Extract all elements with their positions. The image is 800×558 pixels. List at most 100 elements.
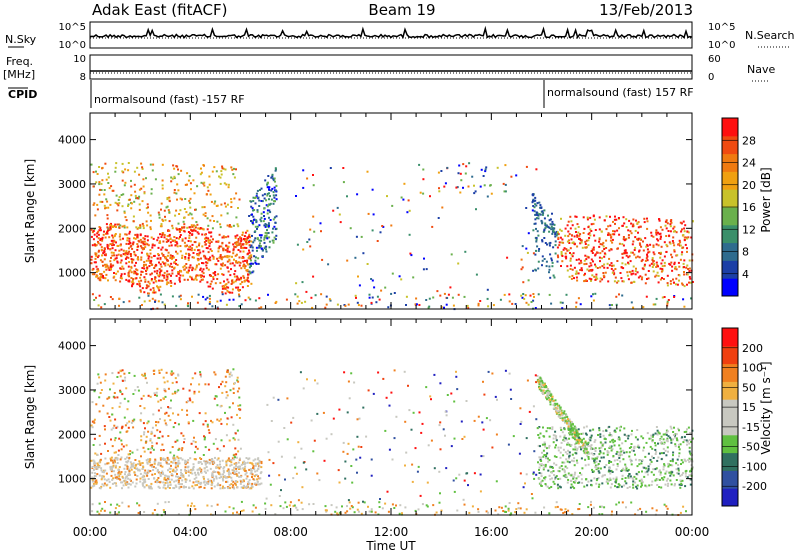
- power-cell: [667, 275, 669, 277]
- power-cell: [166, 274, 168, 276]
- power-cell: [566, 265, 568, 267]
- velocity-cell: [433, 374, 435, 376]
- velocity-cell: [203, 454, 205, 456]
- power-cell: [105, 253, 107, 255]
- power-cell: [104, 264, 106, 266]
- power-cell: [635, 270, 637, 272]
- power-cell: [569, 252, 571, 254]
- velocity-cell: [607, 450, 609, 452]
- power-cell: [166, 198, 168, 200]
- velocity-cell: [181, 483, 183, 485]
- velocity-cell: [661, 458, 663, 460]
- power-cell: [535, 228, 537, 230]
- power-cell: [632, 243, 634, 245]
- velocity-cell: [136, 483, 138, 485]
- velocity-cell: [563, 462, 565, 464]
- velocity-cell: [675, 445, 677, 447]
- velocity-cell: [92, 401, 94, 403]
- power-cell: [375, 301, 377, 303]
- velocity-cell: [301, 486, 303, 488]
- power-cell: [599, 216, 601, 218]
- power-cell: [672, 240, 674, 242]
- power-cell: [106, 223, 108, 225]
- power-cell: [220, 254, 222, 256]
- velocity-cell: [144, 373, 146, 375]
- velocity-cell: [209, 459, 211, 461]
- power-cell: [193, 257, 195, 259]
- power-cell: [599, 266, 601, 268]
- power-cell: [174, 215, 176, 217]
- power-cell: [119, 236, 121, 238]
- power-cell: [565, 257, 567, 259]
- velocity-cell: [678, 452, 680, 454]
- power-cell: [583, 228, 585, 230]
- power-cell: [177, 245, 179, 247]
- velocity-cell: [411, 464, 413, 466]
- power-cell: [660, 263, 662, 265]
- velocity-cell: [350, 465, 352, 467]
- power-cell: [304, 301, 306, 303]
- velocity-cell: [401, 512, 403, 514]
- power-cell: [269, 246, 271, 248]
- power-cell: [668, 263, 670, 265]
- power-cell: [229, 299, 231, 301]
- velocity-cell: [247, 475, 249, 477]
- velocity-cell: [100, 453, 102, 455]
- power-cell: [202, 250, 204, 252]
- velocity-cell: [561, 465, 563, 467]
- velocity-cell: [222, 473, 224, 475]
- power-cell: [130, 180, 132, 182]
- power-cell: [634, 247, 636, 249]
- nsky-tick-top: 10^5: [59, 22, 86, 33]
- power-cell: [237, 225, 239, 227]
- velocity-cell: [238, 462, 240, 464]
- velocity-cell: [679, 487, 681, 489]
- power-cell: [560, 237, 562, 239]
- velocity-cell: [297, 509, 299, 511]
- velocity-cell: [576, 477, 578, 479]
- power-cell: [543, 237, 545, 239]
- velocity-cell: [549, 436, 551, 438]
- power-cell: [229, 224, 231, 226]
- power-cell: [242, 232, 244, 234]
- power-cell: [125, 250, 127, 252]
- velocity-cell: [191, 443, 193, 445]
- power-cell: [248, 250, 250, 252]
- velocity-cell: [559, 478, 561, 480]
- velocity-cell: [268, 475, 270, 477]
- velocity-cell: [638, 459, 640, 461]
- power-cell: [166, 281, 168, 283]
- velocity-cell: [439, 492, 441, 494]
- power-cell: [637, 271, 639, 273]
- velocity-cell: [386, 397, 388, 399]
- velocity-cell: [688, 474, 690, 476]
- velocity-cell: [235, 463, 237, 465]
- velocity-cell: [346, 505, 348, 507]
- velocity-cell: [576, 449, 578, 451]
- velocity-cell: [551, 426, 553, 428]
- velocity-cell: [461, 438, 463, 440]
- velocity-cell: [586, 448, 588, 450]
- power-cell: [623, 252, 625, 254]
- power-cell: [223, 286, 225, 288]
- velocity-cell: [464, 436, 466, 438]
- velocity-cell: [640, 435, 642, 437]
- velocity-cell: [229, 376, 231, 378]
- power-cell: [122, 205, 124, 207]
- power-cell: [119, 196, 121, 198]
- power-cell: [357, 276, 359, 278]
- power-cell: [146, 224, 148, 226]
- velocity-cell: [389, 449, 391, 451]
- power-cell: [422, 178, 424, 180]
- velocity-cell: [266, 404, 268, 406]
- velocity-cell: [138, 512, 140, 514]
- power-cell: [538, 202, 540, 204]
- power-cell: [131, 248, 133, 250]
- velocity-cell: [458, 474, 460, 476]
- velocity-cell: [663, 443, 665, 445]
- velocity-cell: [553, 441, 555, 443]
- velocity-cell: [170, 407, 172, 409]
- velocity-cell: [115, 477, 117, 479]
- velocity-cell: [116, 396, 118, 398]
